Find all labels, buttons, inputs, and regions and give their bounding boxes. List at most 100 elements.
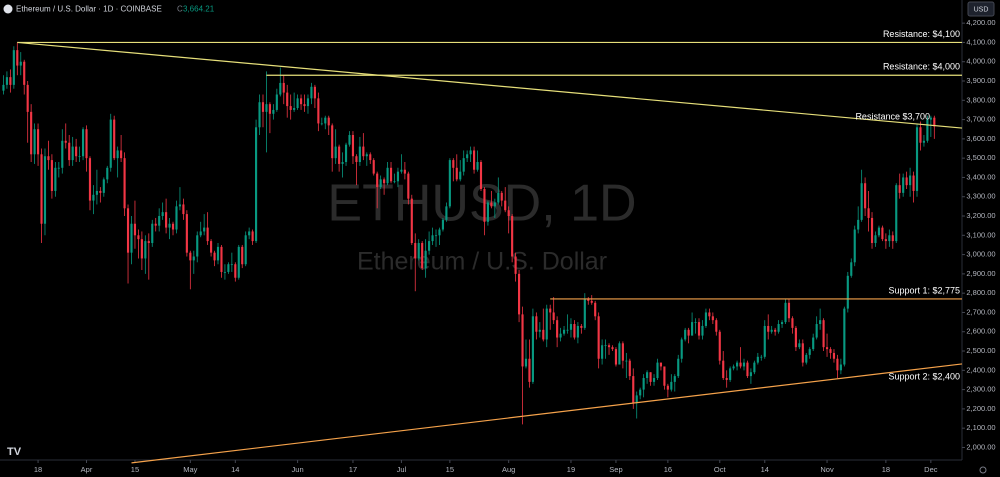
y-tick-label: 3,200.00 (966, 211, 995, 220)
candle-body (19, 61, 22, 66)
candle-body (580, 325, 583, 328)
candle-body (216, 246, 220, 261)
candle-body (780, 322, 784, 325)
candle-body (870, 217, 874, 244)
candle-body (203, 227, 206, 232)
candle-body (559, 333, 562, 338)
trend-line (131, 363, 963, 464)
candle-body (562, 329, 566, 334)
candle-body (642, 378, 645, 390)
candle-body (832, 352, 836, 359)
candle-body (469, 150, 472, 155)
candle-body (365, 154, 368, 157)
candle-body (362, 146, 365, 157)
candle-body (742, 362, 746, 367)
candle-body (528, 358, 531, 382)
candle-body (331, 125, 334, 159)
candle-body (178, 204, 182, 207)
candle-body (915, 127, 919, 191)
candle-body (843, 308, 846, 365)
candle-body (272, 109, 275, 114)
candle-body (85, 129, 88, 159)
candle-body (251, 231, 254, 242)
candle-body (286, 92, 289, 107)
candle-body (213, 252, 216, 261)
candle-body (770, 329, 773, 332)
candle-body (715, 320, 718, 332)
candle-body (275, 94, 278, 110)
candle-body (448, 160, 451, 207)
candle-body (334, 146, 337, 159)
candle-body (358, 146, 361, 163)
candle-body (846, 275, 849, 309)
candle-body (279, 82, 282, 95)
candle-body (130, 223, 133, 253)
candle-body (753, 362, 756, 373)
candle-body (701, 325, 704, 336)
x-tick-label: 18 (882, 465, 890, 474)
candle-body (230, 264, 233, 266)
candle-body (68, 142, 71, 161)
y-tick-label: 4,200.00 (966, 18, 995, 27)
x-tick-label: Nov (820, 465, 834, 474)
candle-body (850, 262, 853, 276)
candle-body (905, 177, 908, 186)
y-tick-label: 2,500.00 (966, 346, 995, 355)
settings-icon[interactable] (979, 466, 987, 474)
candle-body (268, 104, 271, 114)
candle-body (756, 356, 759, 363)
candle-body (708, 312, 711, 317)
watermark-description: Ethereum / U.S. Dollar (357, 248, 607, 276)
y-tick-label: 2,600.00 (966, 327, 995, 336)
currency-label[interactable]: USD (974, 6, 989, 13)
candle-body (815, 324, 818, 338)
candle-body (386, 167, 389, 184)
candle-body (725, 378, 728, 380)
candle-body (289, 106, 292, 110)
candle-body (88, 158, 92, 201)
candle-body (168, 223, 171, 228)
candle-body (531, 316, 534, 382)
x-tick-label: Jun (292, 465, 304, 474)
candle-body (50, 160, 53, 191)
candle-body (320, 123, 323, 125)
candle-body (822, 320, 825, 348)
candle-body (313, 86, 316, 99)
candle-body (794, 327, 797, 348)
candle-body (220, 246, 223, 272)
candle-body (137, 235, 140, 240)
candle-body (383, 179, 386, 184)
candle-body (445, 206, 448, 220)
candle-body (576, 325, 579, 338)
candle-body (857, 219, 860, 230)
candle-body (922, 140, 926, 143)
candle-body (801, 343, 804, 363)
candle-body (649, 372, 652, 382)
candle-body (324, 117, 327, 124)
candle-body (431, 235, 434, 242)
candle-body (182, 204, 185, 215)
trend-label: Resistance $3,700 (855, 111, 930, 121)
candle-body (933, 117, 936, 127)
candle-body (556, 320, 559, 338)
candle-body (95, 190, 98, 195)
candle-body (735, 362, 739, 367)
y-tick-label: 2,000.00 (966, 442, 995, 451)
currency-button[interactable] (967, 1, 995, 17)
candle-body (697, 322, 701, 336)
y-tick-label: 3,700.00 (966, 115, 995, 124)
candle-body (175, 206, 178, 230)
candle-body (718, 331, 721, 361)
candle-body (694, 322, 697, 323)
x-tick-label: 15 (131, 465, 139, 474)
candle-body (670, 381, 673, 390)
y-tick-label: 3,800.00 (966, 95, 995, 104)
candle-body (154, 223, 157, 226)
candle-body (860, 183, 863, 220)
y-tick-label: 4,000.00 (966, 57, 995, 66)
candle-body (552, 312, 555, 321)
symbol-icon (3, 4, 13, 14)
candle-body (535, 316, 538, 332)
candle-body (113, 119, 116, 159)
